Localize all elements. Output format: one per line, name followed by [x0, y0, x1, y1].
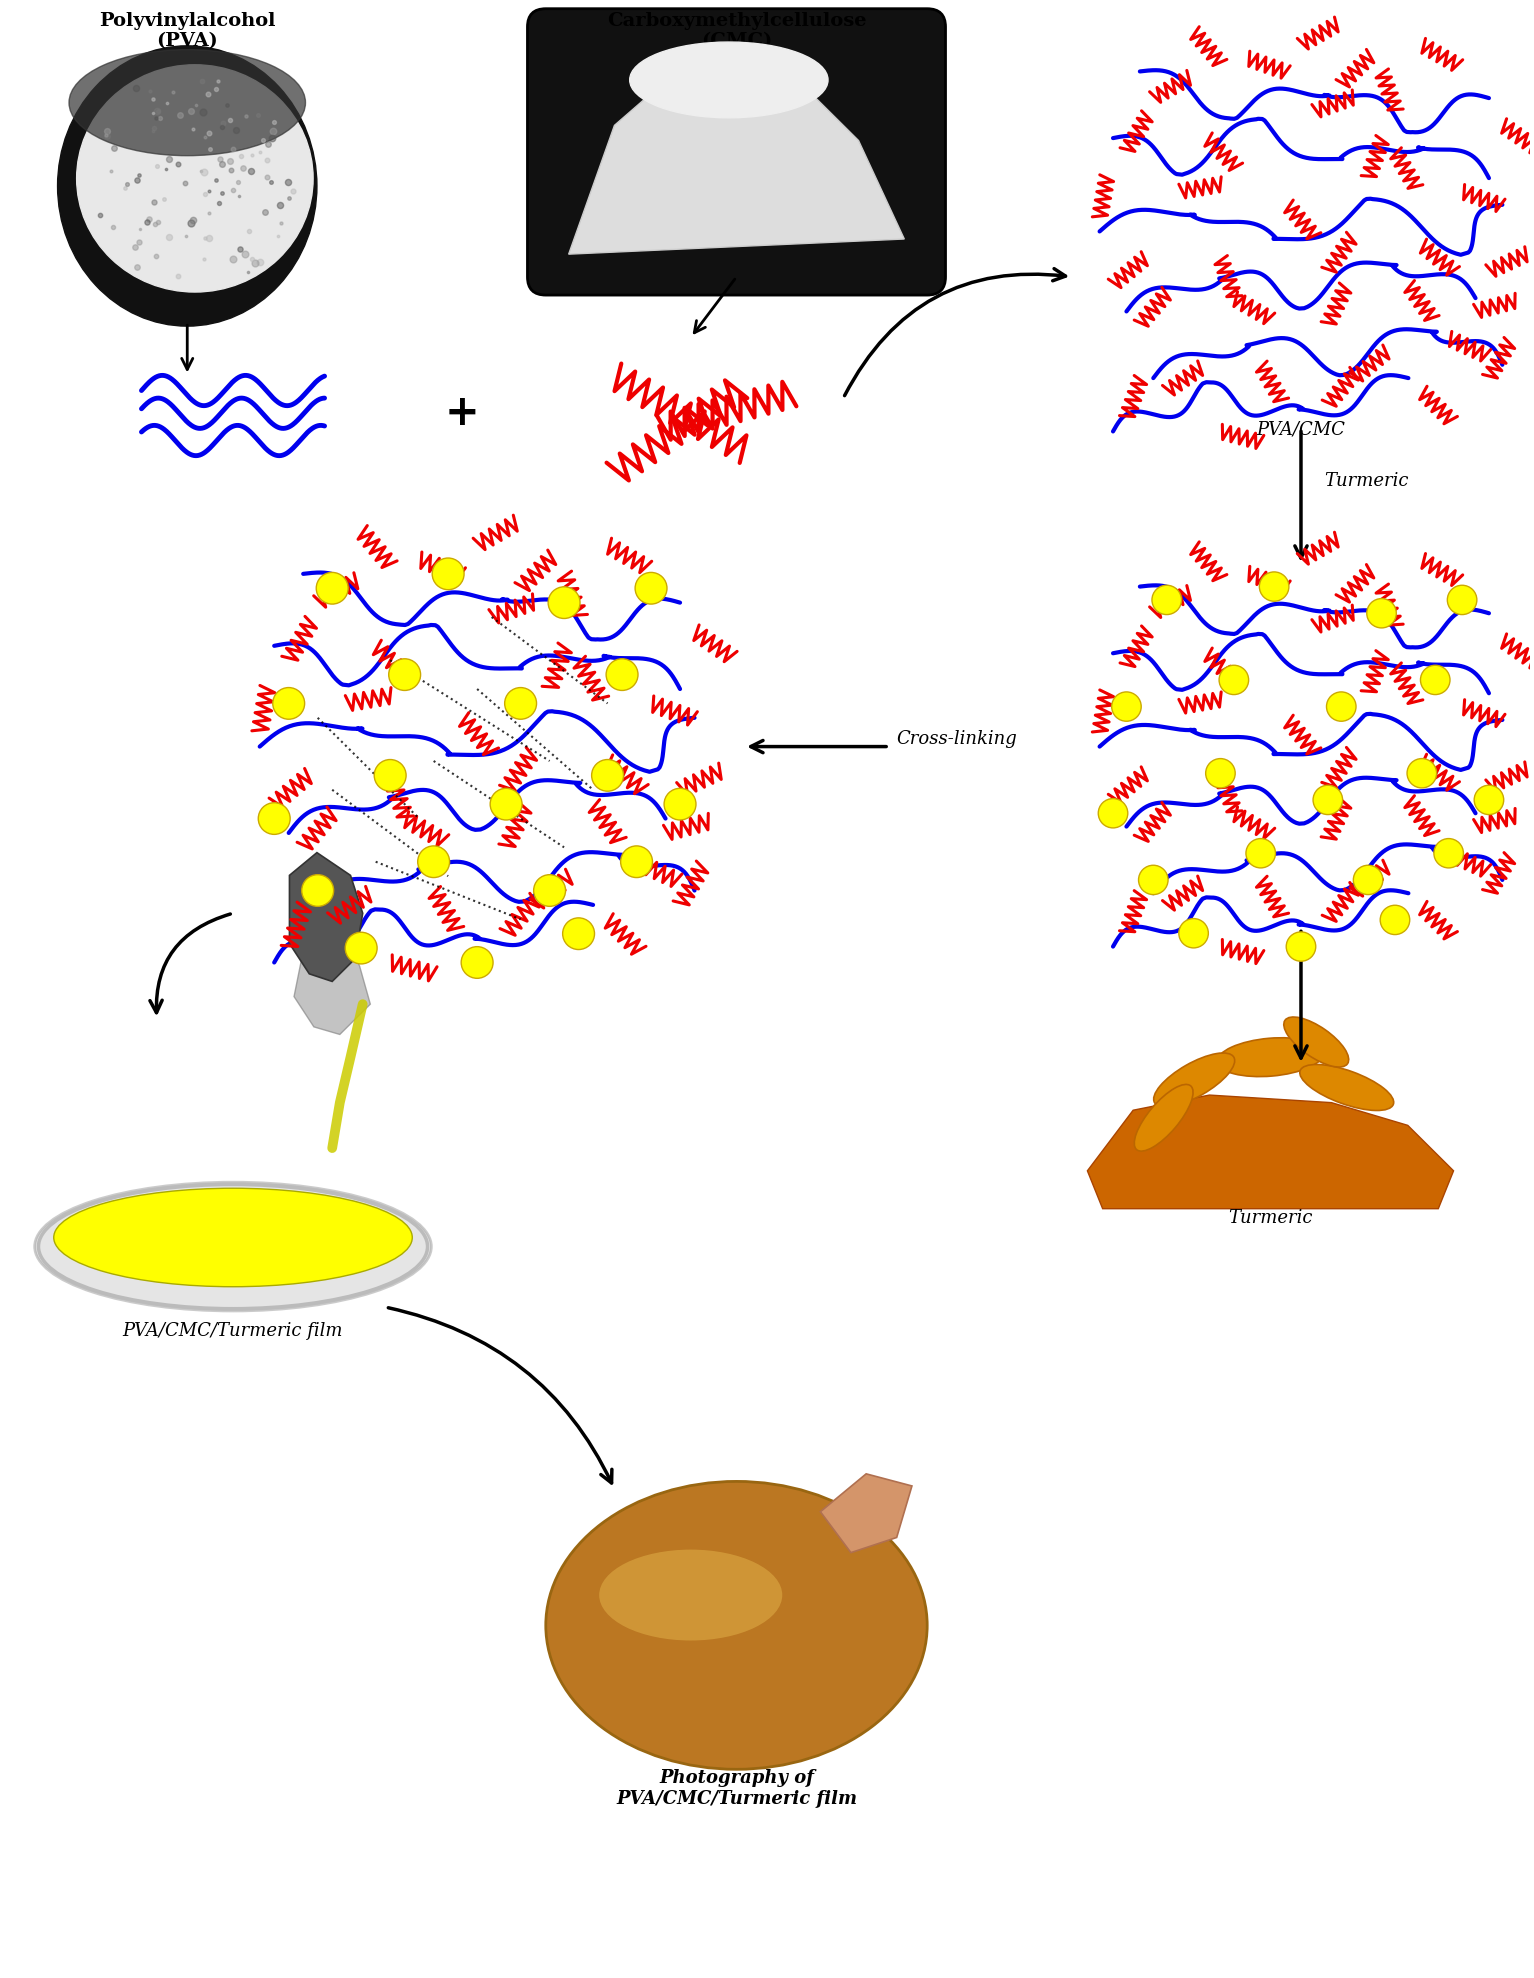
Ellipse shape: [1154, 1052, 1235, 1108]
Circle shape: [1098, 799, 1127, 829]
Circle shape: [621, 847, 652, 878]
Circle shape: [1367, 599, 1396, 627]
Polygon shape: [295, 914, 370, 1034]
Circle shape: [534, 874, 566, 906]
Circle shape: [345, 932, 377, 963]
Circle shape: [1447, 585, 1477, 615]
Circle shape: [1246, 839, 1275, 868]
Polygon shape: [1088, 1096, 1454, 1209]
Ellipse shape: [600, 1549, 782, 1640]
Ellipse shape: [54, 1189, 413, 1288]
Circle shape: [1434, 839, 1463, 868]
Circle shape: [1138, 864, 1167, 894]
Circle shape: [635, 572, 667, 603]
Ellipse shape: [1284, 1017, 1348, 1066]
Circle shape: [1220, 665, 1249, 694]
Circle shape: [1112, 692, 1141, 722]
Circle shape: [1353, 864, 1382, 894]
Circle shape: [433, 558, 465, 589]
Ellipse shape: [58, 45, 318, 326]
Circle shape: [1259, 572, 1289, 601]
Circle shape: [462, 947, 492, 979]
Circle shape: [563, 918, 595, 949]
Circle shape: [316, 572, 348, 603]
Ellipse shape: [1134, 1084, 1193, 1151]
FancyBboxPatch shape: [528, 8, 945, 295]
Circle shape: [1327, 692, 1356, 722]
Ellipse shape: [546, 1482, 927, 1768]
Circle shape: [1474, 785, 1503, 815]
Circle shape: [417, 847, 449, 878]
Circle shape: [505, 688, 537, 720]
Text: +: +: [445, 392, 479, 435]
Text: PVA/CMC/Turmeric film: PVA/CMC/Turmeric film: [123, 1323, 344, 1341]
Ellipse shape: [1218, 1038, 1324, 1076]
Circle shape: [1407, 760, 1436, 787]
Circle shape: [1285, 932, 1316, 961]
Ellipse shape: [35, 1183, 431, 1311]
Circle shape: [548, 587, 580, 619]
Circle shape: [302, 874, 333, 906]
Polygon shape: [290, 853, 362, 981]
Circle shape: [491, 789, 522, 821]
Ellipse shape: [77, 65, 313, 293]
Circle shape: [374, 760, 407, 791]
Text: PVA/CMC: PVA/CMC: [1256, 421, 1345, 439]
Text: Photography of
PVA/CMC/Turmeric film: Photography of PVA/CMC/Turmeric film: [617, 1768, 858, 1808]
Text: Cross-linking: Cross-linking: [897, 730, 1017, 748]
Text: Turmeric: Turmeric: [1229, 1209, 1313, 1226]
Circle shape: [1313, 785, 1342, 815]
Polygon shape: [569, 57, 905, 253]
Circle shape: [606, 659, 638, 690]
Circle shape: [1420, 665, 1450, 694]
Circle shape: [1381, 906, 1410, 934]
Text: Polyvinylalcohol
(PVA): Polyvinylalcohol (PVA): [100, 12, 276, 51]
Circle shape: [664, 789, 696, 821]
Circle shape: [592, 760, 623, 791]
Circle shape: [1178, 918, 1209, 947]
Text: Turmeric: Turmeric: [1324, 473, 1408, 491]
Circle shape: [258, 803, 290, 835]
Circle shape: [273, 688, 305, 720]
Ellipse shape: [629, 42, 828, 119]
Text: Carboxymethylcellulose
(CMC): Carboxymethylcellulose (CMC): [607, 12, 867, 51]
Circle shape: [388, 659, 420, 690]
Ellipse shape: [69, 49, 305, 156]
Circle shape: [1152, 585, 1181, 615]
Circle shape: [1206, 760, 1235, 787]
Ellipse shape: [1299, 1064, 1394, 1110]
Polygon shape: [821, 1474, 911, 1553]
